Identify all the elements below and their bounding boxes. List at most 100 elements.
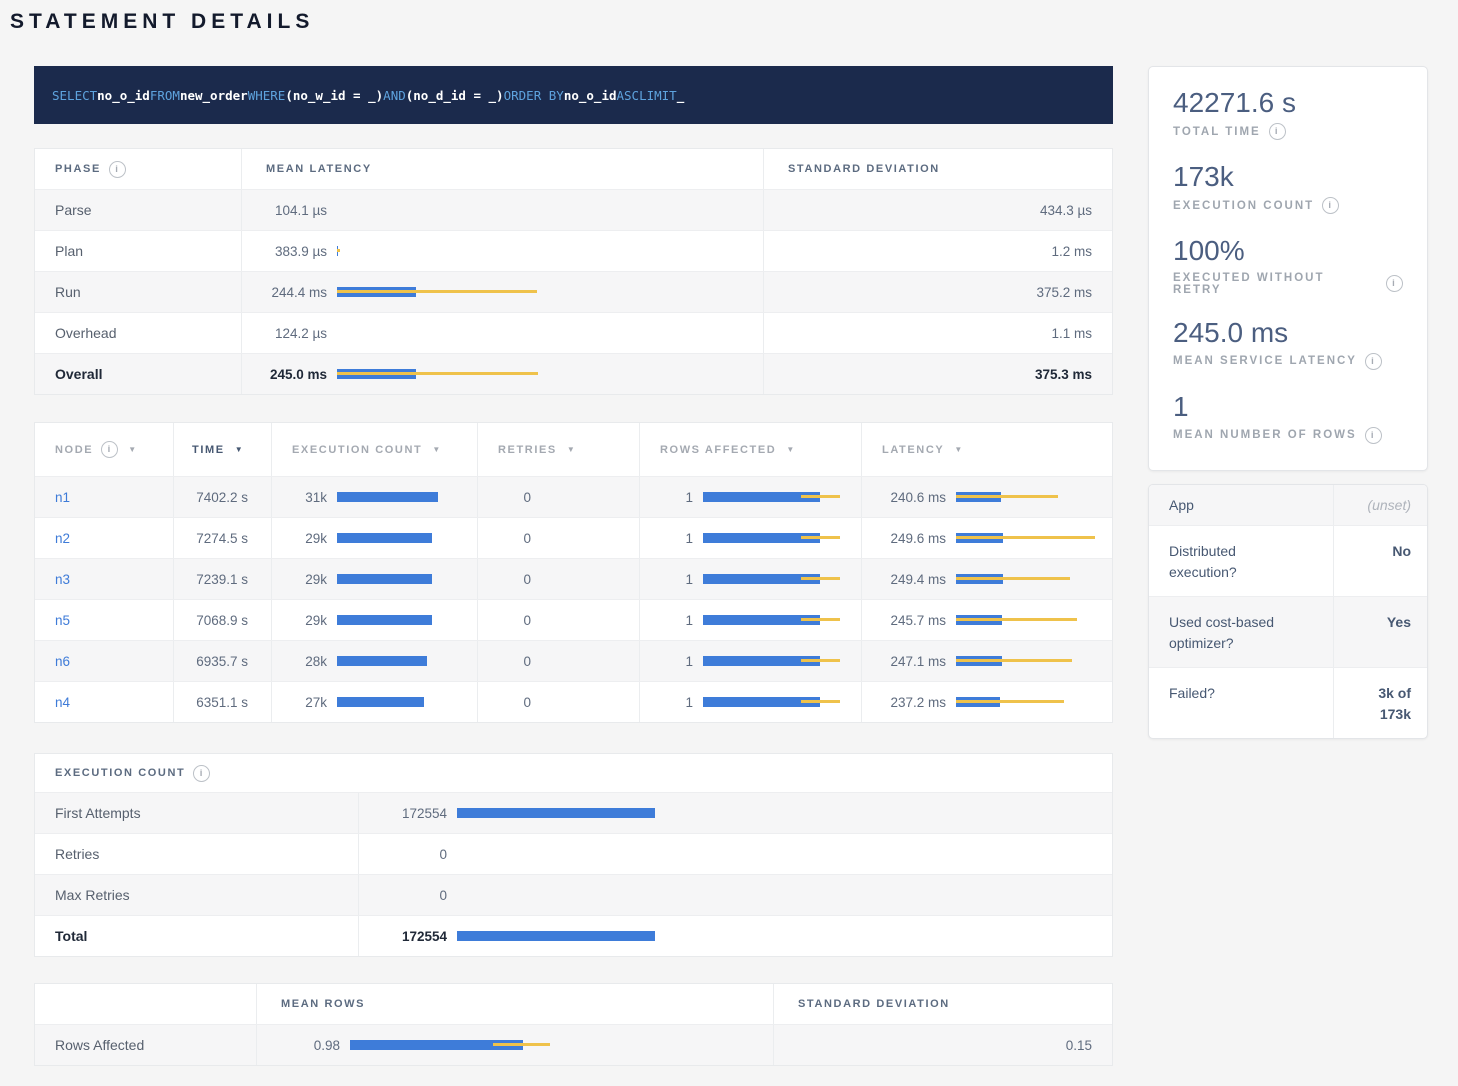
node-link[interactable]: n2 (55, 530, 71, 546)
execution-count-row: First Attempts 172554 (35, 793, 1112, 833)
execution-count-cell: 28k (271, 641, 477, 681)
bar-track (337, 559, 467, 599)
main-column: SELECT no_o_id FROM new_order WHERE (no_… (34, 66, 1113, 1066)
attribute-value: Yes (1333, 596, 1427, 667)
bar-track (703, 477, 851, 517)
node-link[interactable]: n3 (55, 571, 71, 587)
value-text: 0 (523, 612, 531, 628)
latency-cell: 249.6 ms (861, 518, 1112, 558)
rows-affected-cell: 1 (639, 559, 861, 599)
bar-track (956, 518, 1102, 558)
value-text: 245.7 ms (890, 612, 946, 628)
node-link[interactable]: n4 (55, 694, 71, 710)
node-row: n3 7239.1 s 29k 0 1 249.4 ms (35, 558, 1112, 599)
retries-cell: 0 (477, 518, 639, 558)
execution-count-row: Total 172554 (35, 915, 1112, 956)
phase-column-header: PHASE i (35, 149, 241, 189)
sort-header-execution-count[interactable]: EXECUTION COUNT ▼ (271, 423, 477, 476)
node-link[interactable]: n5 (55, 612, 71, 628)
execution-count-value-cell: 172554 (358, 793, 1112, 833)
stddev-header-label: STANDARD DEVIATION (788, 163, 940, 175)
stddev-bar (956, 536, 1095, 539)
bar-track (337, 600, 467, 640)
stat-value: 1 (1173, 390, 1189, 422)
value-text: 1 (685, 653, 693, 669)
sort-header-retries[interactable]: RETRIES ▼ (477, 423, 639, 476)
column-header-label: TIME (192, 443, 225, 456)
node-cell: n1 (35, 477, 173, 517)
summary-stats-card: 42271.6 s TOTAL TIME i 173k EXECUTION COUNT i… (1148, 66, 1428, 471)
mean-bar (337, 697, 424, 707)
content-layout: SELECT no_o_id FROM new_order WHERE (no_… (0, 36, 1458, 1086)
stddev-bar (801, 659, 840, 662)
sql-identifier: _ (676, 87, 685, 103)
sort-arrow-icon: ▼ (566, 444, 577, 454)
execution-count-label: Total (55, 928, 88, 944)
bar-track (956, 477, 1102, 517)
node-row: n5 7068.9 s 29k 0 1 245.7 ms (35, 599, 1112, 640)
execution-count-label: Max Retries (55, 887, 130, 903)
sort-header-node[interactable]: NODE i ▼ (35, 423, 173, 476)
bar-track (956, 682, 1102, 722)
phase-label: Run (55, 284, 81, 300)
value-text: 0 (523, 571, 531, 587)
sql-keyword: AND (383, 87, 406, 103)
value-text: 0 (523, 530, 531, 546)
latency-cell: 247.1 ms (861, 641, 1112, 681)
bar-track (956, 559, 1102, 599)
phase-row: Overall 245.0 ms 375.3 ms (35, 353, 1112, 394)
info-icon[interactable]: i (1268, 123, 1286, 141)
sort-header-latency[interactable]: LATENCY ▼ (861, 423, 1112, 476)
node-cell: n5 (35, 600, 173, 640)
stddev-cell: 0.15 (773, 1025, 1112, 1065)
column-header-label: EXECUTION COUNT (292, 443, 423, 456)
sort-header-rows-affected[interactable]: ROWS AFFECTED ▼ (639, 423, 861, 476)
blank-header-cell (35, 984, 256, 1024)
column-header-label: LATENCY (882, 443, 945, 456)
attribute-label: App (1169, 496, 1194, 513)
info-icon[interactable]: i (1322, 197, 1340, 215)
attribute-row: App (unset) (1149, 484, 1427, 525)
execution-count-cell: 29k (271, 559, 477, 599)
info-icon[interactable]: i (1364, 352, 1382, 370)
stddev-bar (956, 577, 1070, 580)
stddev-cell: 375.3 ms (763, 354, 1112, 394)
bar-track (703, 641, 851, 681)
value-text: 0 (439, 846, 447, 862)
sort-arrow-icon: ▼ (128, 444, 138, 454)
info-icon[interactable]: i (193, 764, 211, 782)
stddev-bar (956, 618, 1077, 621)
bar-track (337, 313, 753, 353)
summary-stat: 173k EXECUTION COUNT i (1173, 161, 1403, 215)
node-row: n2 7274.5 s 29k 0 1 249.6 ms (35, 517, 1112, 558)
sort-arrow-icon: ▼ (954, 444, 964, 454)
stat-label-text: TOTAL TIME (1173, 125, 1261, 138)
phase-header-label: PHASE (55, 163, 101, 175)
retries-cell: 0 (477, 477, 639, 517)
info-icon[interactable]: i (1364, 426, 1382, 444)
attribute-value: 3k of 173k (1333, 667, 1427, 738)
sort-header-time[interactable]: TIME ▼ (173, 423, 271, 476)
mean-bar (350, 1040, 523, 1050)
mean-latency-cell: 124.2 µs (241, 313, 763, 353)
info-icon[interactable]: i (1386, 275, 1403, 293)
stat-label: MEAN SERVICE LATENCY i (1173, 352, 1403, 370)
mean-latency-header-label: MEAN LATENCY (266, 163, 372, 175)
value-text: 1 (685, 694, 693, 710)
info-icon[interactable]: i (108, 160, 126, 178)
stddev-cell: 375.2 ms (763, 272, 1112, 312)
stddev-column-header: STANDARD DEVIATION (773, 984, 1112, 1024)
value-text: 27k (305, 694, 327, 710)
sql-identifier: (no_d_id = _) (405, 87, 504, 103)
attribute-row: Distributed execution? No (1149, 524, 1427, 596)
node-link[interactable]: n1 (55, 489, 71, 505)
mean-bar (337, 574, 432, 584)
node-row: n4 6351.1 s 27k 0 1 237.2 ms (35, 681, 1112, 722)
sort-arrow-icon: ▼ (786, 444, 796, 454)
mean-bar (703, 492, 820, 502)
info-icon[interactable]: i (101, 441, 119, 458)
node-link[interactable]: n6 (55, 653, 71, 669)
bar-track (337, 641, 467, 681)
stat-value: 245.0 ms (1173, 316, 1289, 348)
mean-bar (337, 492, 438, 502)
